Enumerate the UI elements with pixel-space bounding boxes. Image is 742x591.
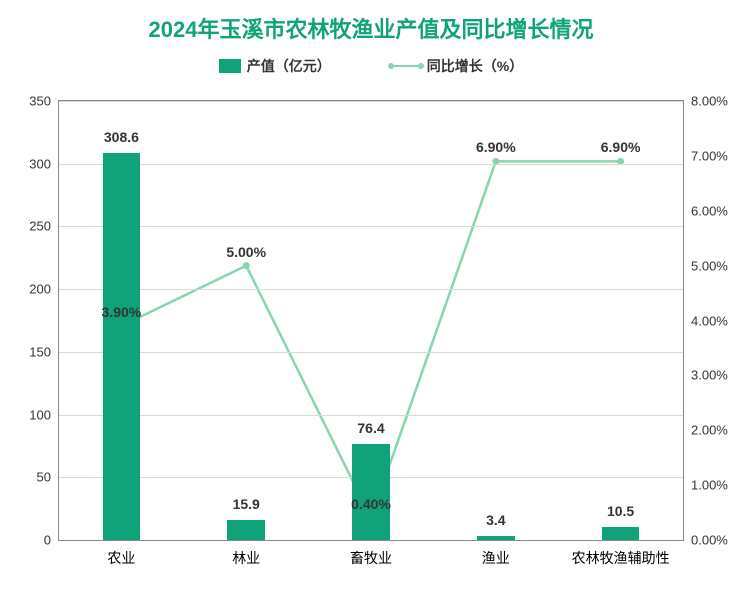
gridline — [59, 352, 683, 353]
line-value-label: 3.90% — [102, 304, 142, 320]
bar-value-label: 10.5 — [607, 503, 634, 519]
bar — [602, 527, 639, 540]
ytick-left: 300 — [29, 156, 51, 171]
legend: 产值（亿元） 同比增长（%） — [0, 56, 742, 76]
ytick-right: 8.00% — [691, 94, 728, 109]
bar-value-label: 76.4 — [357, 420, 384, 436]
ytick-left: 150 — [29, 344, 51, 359]
gridline — [59, 289, 683, 290]
line-swatch-icon — [391, 65, 421, 67]
ytick-left: 350 — [29, 94, 51, 109]
line-value-label: 0.40% — [351, 496, 391, 512]
x-category-label: 农业 — [107, 548, 135, 568]
ytick-right: 5.00% — [691, 258, 728, 273]
ytick-left: 50 — [37, 470, 51, 485]
bar — [477, 536, 514, 540]
x-category-label: 林业 — [232, 548, 260, 568]
line-value-label: 6.90% — [476, 139, 516, 155]
gridline — [59, 226, 683, 227]
chart-container: 2024年玉溪市农林牧渔业产值及同比增长情况 产值（亿元） 同比增长（%） 05… — [0, 0, 742, 591]
ytick-right: 2.00% — [691, 423, 728, 438]
legend-line-label: 同比增长（%） — [427, 56, 523, 76]
line-value-label: 6.90% — [601, 139, 641, 155]
plot-area: 0501001502002503003500.00%1.00%2.00%3.00… — [58, 100, 684, 541]
bar-value-label: 15.9 — [233, 496, 260, 512]
bar-swatch-icon — [219, 59, 241, 73]
line-value-label: 5.00% — [226, 244, 266, 260]
chart-title: 2024年玉溪市农林牧渔业产值及同比增长情况 — [0, 0, 742, 44]
legend-item-line: 同比增长（%） — [391, 56, 523, 76]
bar — [103, 153, 140, 540]
bar — [352, 444, 389, 540]
ytick-right: 6.00% — [691, 203, 728, 218]
bar-value-label: 3.4 — [486, 512, 505, 528]
legend-item-bar: 产值（亿元） — [219, 56, 331, 76]
line-marker — [243, 262, 250, 269]
x-category-label: 畜牧业 — [350, 548, 392, 568]
legend-bar-label: 产值（亿元） — [247, 56, 331, 76]
ytick-left: 100 — [29, 407, 51, 422]
gridline — [59, 101, 683, 102]
ytick-right: 0.00% — [691, 533, 728, 548]
ytick-right: 7.00% — [691, 148, 728, 163]
ytick-left: 250 — [29, 219, 51, 234]
x-category-label: 渔业 — [482, 548, 510, 568]
ytick-right: 4.00% — [691, 313, 728, 328]
ytick-right: 3.00% — [691, 368, 728, 383]
gridline — [59, 415, 683, 416]
gridline — [59, 164, 683, 165]
ytick-left: 0 — [44, 533, 51, 548]
bar-value-label: 308.6 — [104, 129, 139, 145]
ytick-left: 200 — [29, 282, 51, 297]
ytick-right: 1.00% — [691, 478, 728, 493]
x-category-label: 农林牧渔辅助性 — [572, 548, 670, 568]
bar — [227, 520, 264, 540]
